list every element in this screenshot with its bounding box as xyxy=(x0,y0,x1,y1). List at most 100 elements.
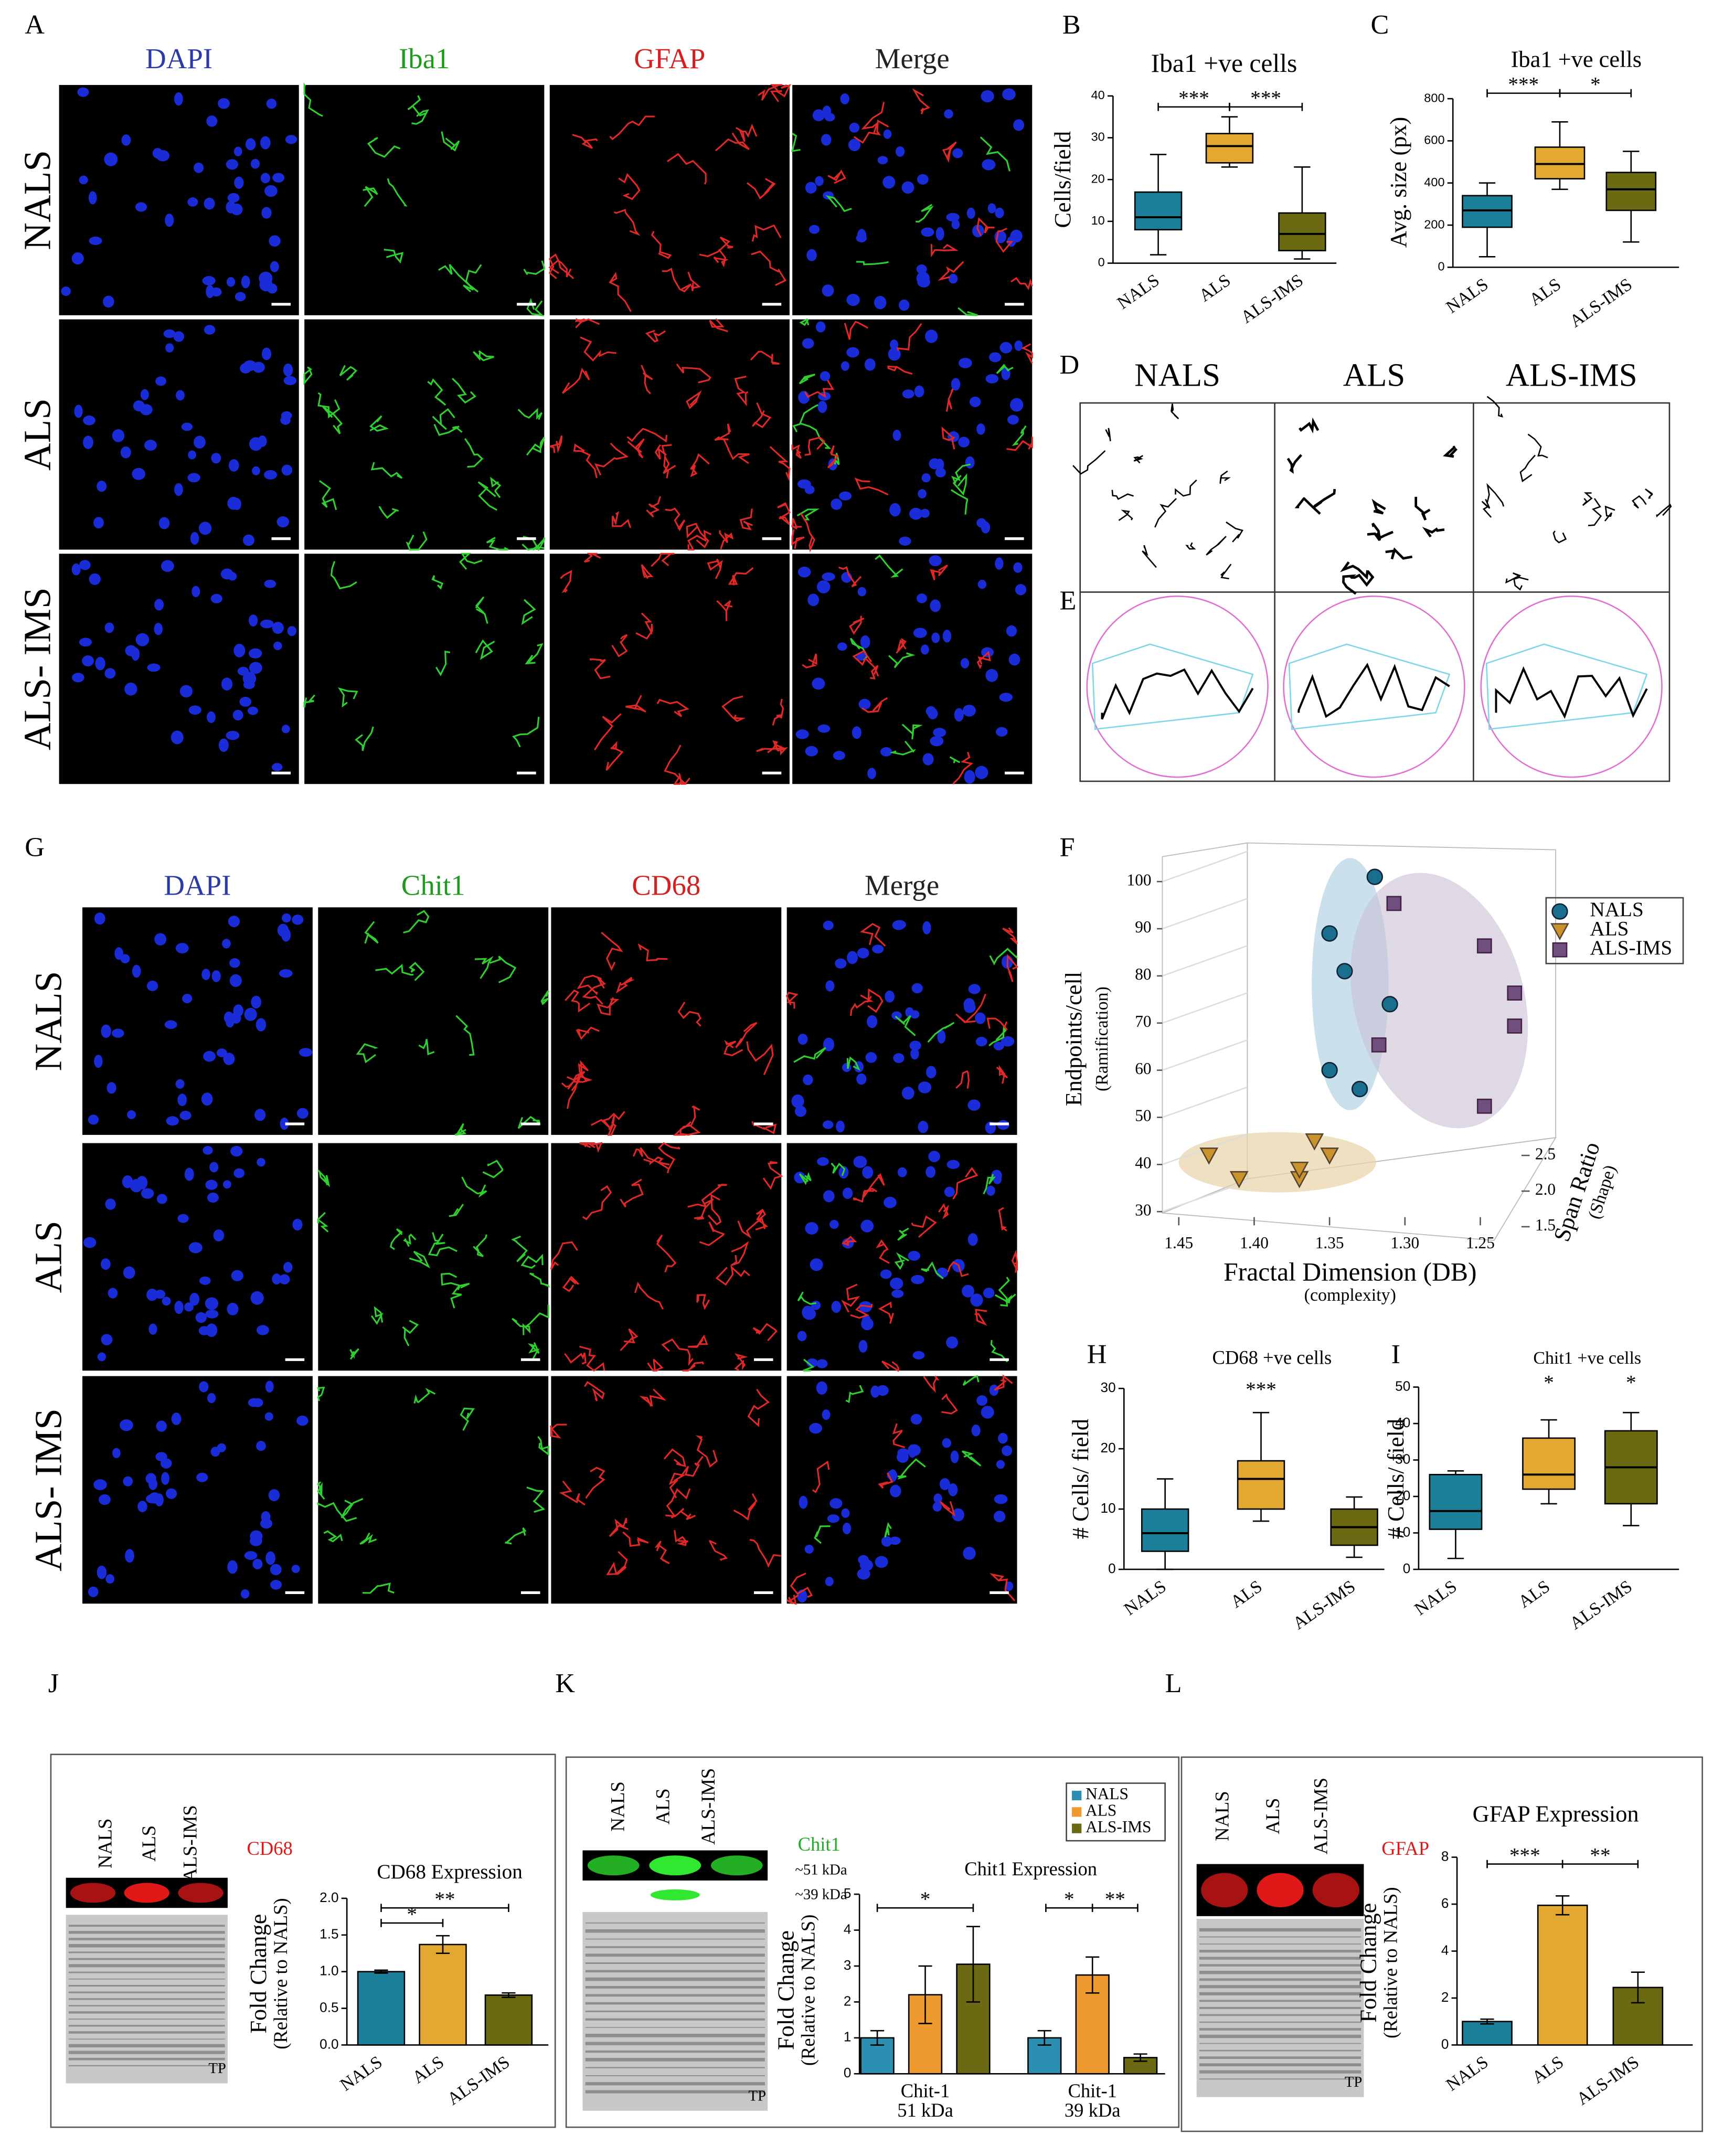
fiber xyxy=(337,687,358,708)
nucleus xyxy=(922,921,931,934)
nucleus xyxy=(856,1073,867,1085)
nucleus xyxy=(822,572,835,581)
micrograph xyxy=(59,554,299,784)
y-tick-label: 8 xyxy=(1441,1848,1449,1864)
y-tick-label: 600 xyxy=(1424,133,1444,147)
cell-skeleton xyxy=(1206,536,1227,556)
nucleus xyxy=(841,361,849,371)
panel-letter: F xyxy=(1060,832,1075,863)
nucleus xyxy=(181,422,193,431)
nucleus xyxy=(101,1334,113,1345)
fiber xyxy=(887,365,913,375)
cell-skeleton xyxy=(1226,521,1243,543)
nucleus xyxy=(958,437,970,448)
x-tick-label: 1.45 xyxy=(1164,1234,1193,1252)
fiber xyxy=(609,115,655,141)
nucleus xyxy=(936,1267,949,1278)
nucleus xyxy=(922,753,934,766)
fiber xyxy=(751,224,782,242)
fiber xyxy=(853,1187,878,1203)
y-tick-label: 50 xyxy=(1395,1378,1410,1394)
fiber xyxy=(459,553,483,570)
legend-swatch xyxy=(1072,1823,1082,1833)
y-tick-label: 60 xyxy=(1135,1059,1151,1078)
nucleus xyxy=(993,1174,1002,1184)
nucleus xyxy=(242,534,254,546)
mw-marker: ~51 kDa xyxy=(795,1861,847,1878)
chart-title: Iba1 +ve cells xyxy=(1151,49,1297,78)
nucleus xyxy=(804,485,815,494)
lane-label: ALS-IMS xyxy=(1310,1778,1331,1854)
point xyxy=(1336,963,1353,980)
fiber xyxy=(878,1301,894,1324)
hull-circle xyxy=(1283,596,1465,778)
nucleus xyxy=(885,990,895,1003)
nucleus xyxy=(983,1288,995,1299)
nucleus xyxy=(199,1276,211,1285)
nucleus xyxy=(140,389,149,400)
nucleus xyxy=(250,158,260,169)
cell-skeleton xyxy=(1286,454,1303,474)
nucleus xyxy=(161,560,174,572)
fiber xyxy=(701,1184,727,1208)
fiber xyxy=(590,1111,625,1129)
nucleus xyxy=(283,1262,293,1273)
fiber xyxy=(796,508,820,521)
nucleus xyxy=(234,176,244,189)
y-tick-label: 2.0 xyxy=(320,1889,338,1905)
nucleus xyxy=(999,342,1013,354)
nucleus xyxy=(107,1082,116,1094)
fiber xyxy=(450,1282,470,1309)
fiber xyxy=(676,363,711,384)
nucleus xyxy=(264,579,276,588)
fiber xyxy=(721,695,746,723)
nucleus xyxy=(162,1297,171,1306)
nucleus xyxy=(964,770,975,784)
nucleus xyxy=(112,1028,124,1038)
fiber xyxy=(455,1015,475,1056)
y-tick-label: 2 xyxy=(844,1993,852,2009)
nucleus xyxy=(816,1381,827,1395)
nucleus xyxy=(968,984,981,994)
cell-skeleton xyxy=(1443,445,1458,458)
nucleus xyxy=(252,466,260,475)
fiber xyxy=(895,1015,916,1036)
nucleus xyxy=(791,1094,804,1108)
fiber xyxy=(589,658,611,679)
fiber xyxy=(413,1387,436,1404)
nucleus xyxy=(144,440,157,451)
nucleus xyxy=(846,293,860,306)
micrograph xyxy=(304,554,545,784)
nucleus xyxy=(79,175,88,185)
significance: * xyxy=(1544,1371,1554,1394)
fiber xyxy=(668,1472,686,1499)
nucleus xyxy=(963,1546,976,1560)
panel-letter: B xyxy=(1062,9,1081,40)
fiber xyxy=(976,651,991,670)
fiber xyxy=(687,529,711,551)
fiber xyxy=(1011,1249,1018,1273)
channel-label: DAPI xyxy=(164,869,231,901)
nucleus xyxy=(976,423,985,435)
y-tick-label: 800 xyxy=(1424,91,1444,104)
nucleus xyxy=(146,980,158,991)
fiber xyxy=(686,390,702,409)
fiber xyxy=(682,1361,704,1372)
fiber xyxy=(802,653,817,668)
loading-control-label: TP xyxy=(208,2060,226,2077)
nucleus xyxy=(911,983,923,994)
fiber xyxy=(846,1056,860,1071)
fiber xyxy=(916,204,934,222)
nucleus xyxy=(221,677,233,691)
y-tick-label: 0.0 xyxy=(320,2036,338,2052)
nucleus xyxy=(296,1108,308,1119)
nucleus xyxy=(831,1301,842,1313)
nucleus xyxy=(270,261,279,272)
nucleus xyxy=(1007,415,1019,425)
nucleus xyxy=(61,286,71,296)
fiber xyxy=(989,1573,1016,1601)
nucleus xyxy=(148,1492,161,1504)
nucleus xyxy=(926,1066,937,1079)
nucleus xyxy=(71,563,81,576)
